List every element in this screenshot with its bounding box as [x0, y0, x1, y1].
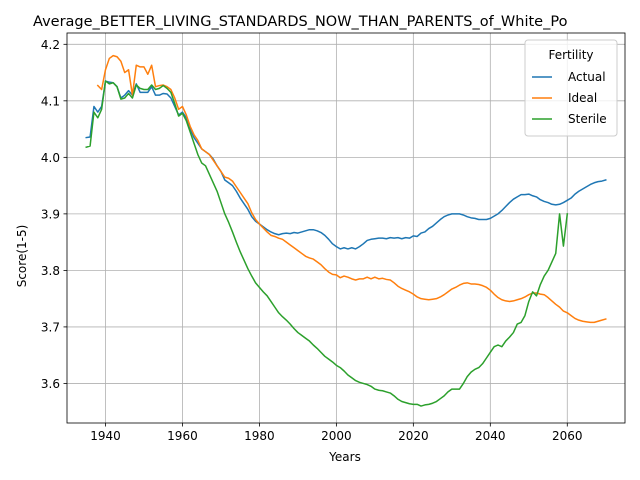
legend-label-actual: Actual: [568, 70, 606, 84]
x-tick-label: 1960: [167, 429, 198, 443]
chart-title: Average_BETTER_LIVING_STANDARDS_NOW_THAN…: [33, 14, 568, 30]
legend-title: Fertility: [548, 48, 593, 62]
y-tick-label: 3.6: [41, 377, 60, 391]
x-tick-label: 2040: [475, 429, 506, 443]
x-tick-label: 1940: [90, 429, 121, 443]
series-line-ideal: [96, 54, 607, 324]
y-tick-label: 4.2: [41, 38, 60, 52]
series-line-actual: [85, 80, 607, 250]
y-tick-label: 3.7: [41, 320, 60, 334]
x-tick-label: 1980: [244, 429, 275, 443]
legend-frame: [524, 39, 618, 137]
y-tick-label: 3.8: [41, 264, 60, 278]
legend-label-sterile: Sterile: [568, 112, 607, 126]
y-tick-label: 4.0: [41, 151, 60, 165]
x-axis-label: Years: [328, 450, 361, 464]
series-lines: [85, 54, 607, 407]
series-line-sterile: [85, 80, 569, 407]
x-tick-label: 2000: [321, 429, 352, 443]
y-axis-label: Score(1-5): [15, 225, 29, 288]
legend-label-ideal: Ideal: [568, 91, 597, 105]
legend: Fertility Actual Ideal Sterile: [524, 39, 618, 137]
grid-lines: [67, 33, 625, 423]
y-tick-label: 3.9: [41, 207, 60, 221]
y-tick-label: 4.1: [41, 94, 60, 108]
axis-ticks: 1940 1960 1980 2000 2020 2040 2060 3.6 3.7 3.8 3.9…: [41, 38, 583, 443]
x-tick-label: 2060: [552, 429, 583, 443]
plot-area-frame: [66, 32, 626, 424]
x-tick-label: 2020: [398, 429, 429, 443]
